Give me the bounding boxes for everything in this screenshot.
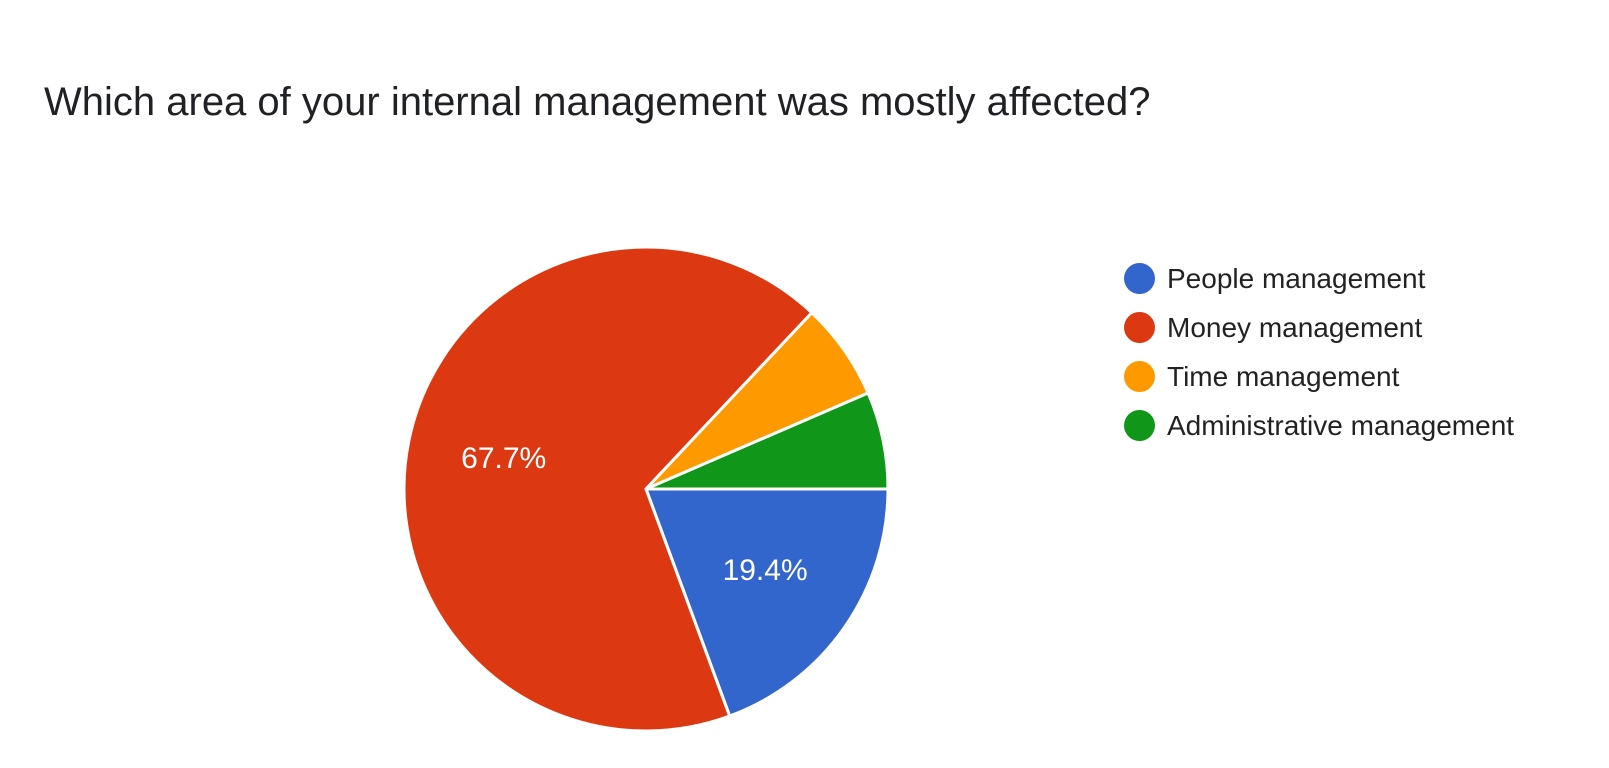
pie-labels: 19.4% 67.7%: [461, 442, 807, 587]
legend-item-administrative[interactable]: Administrative management: [1124, 401, 1514, 450]
legend-label: Administrative management: [1167, 409, 1515, 441]
pie-slices: [402, 245, 890, 733]
legend-swatch: [1124, 263, 1155, 294]
legend-item-money[interactable]: Money management: [1124, 303, 1514, 352]
legend-label: People management: [1167, 262, 1426, 294]
legend-label: Time management: [1167, 360, 1400, 392]
legend-swatch: [1124, 361, 1155, 392]
legend-item-time[interactable]: Time management: [1124, 352, 1514, 401]
legend-label: Money management: [1167, 311, 1423, 343]
pie-slice-people-management[interactable]: [644, 487, 890, 718]
slice-data-label: 19.4%: [723, 554, 808, 587]
chart-title: Which area of your internal management w…: [44, 80, 1151, 124]
chart-legend: People management Money management Time …: [1124, 254, 1514, 450]
slice-data-label: 67.7%: [461, 442, 546, 475]
pie-slice-money-management[interactable]: [402, 245, 814, 733]
pie-slice-administrative-management[interactable]: [644, 391, 890, 491]
legend-item-people[interactable]: People management: [1124, 254, 1514, 303]
legend-swatch: [1124, 410, 1155, 441]
legend-swatch: [1124, 312, 1155, 343]
